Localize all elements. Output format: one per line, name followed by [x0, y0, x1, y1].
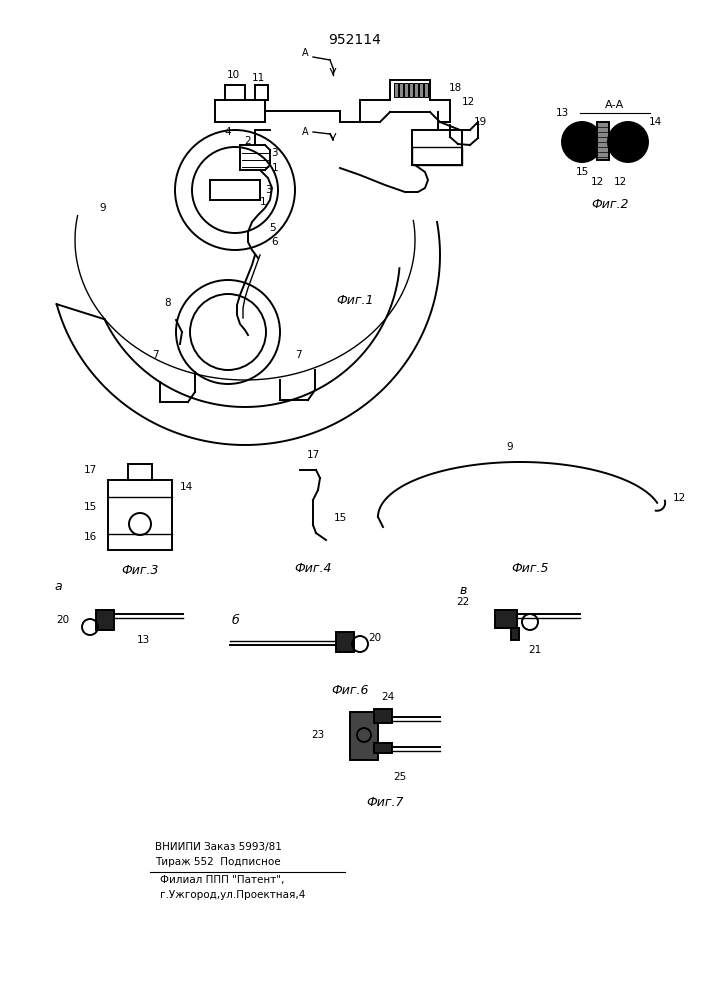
Text: А-А: А-А	[605, 100, 624, 110]
Bar	[511, 628, 519, 640]
Text: 21: 21	[528, 645, 542, 655]
Text: б: б	[231, 613, 239, 626]
Text: 13: 13	[136, 635, 150, 645]
Text: в: в	[460, 584, 467, 596]
Text: 9: 9	[507, 442, 513, 452]
Text: 7: 7	[152, 350, 158, 360]
Text: г.Ужгород,ул.Проектная,4: г.Ужгород,ул.Проектная,4	[160, 890, 305, 900]
Text: 20: 20	[368, 633, 382, 643]
Bar	[374, 709, 392, 723]
Bar	[336, 632, 354, 652]
Text: 17: 17	[306, 450, 320, 460]
Text: А: А	[302, 127, 308, 137]
Text: 2: 2	[245, 136, 251, 146]
Bar	[128, 464, 152, 480]
Circle shape	[608, 122, 648, 162]
Text: Фиг.4: Фиг.4	[294, 562, 332, 574]
Text: 24: 24	[381, 692, 395, 702]
Text: 23: 23	[311, 730, 325, 740]
Text: 14: 14	[648, 117, 662, 127]
Text: 16: 16	[83, 532, 97, 542]
Text: Фиг.2: Фиг.2	[591, 198, 629, 212]
Text: 952114: 952114	[329, 33, 382, 47]
Text: 10: 10	[226, 70, 240, 80]
Text: 12: 12	[590, 177, 604, 187]
Text: 19: 19	[474, 117, 486, 127]
Text: 6: 6	[271, 237, 279, 247]
Circle shape	[562, 122, 602, 162]
Text: 7: 7	[295, 350, 301, 360]
Text: а: а	[54, 580, 62, 593]
Text: Фиг.7: Фиг.7	[366, 796, 404, 810]
Text: 25: 25	[393, 772, 407, 782]
Bar	[108, 480, 172, 550]
Bar	[495, 610, 517, 628]
Text: 3: 3	[271, 148, 277, 158]
Text: 13: 13	[556, 108, 568, 118]
Text: 12: 12	[614, 177, 626, 187]
Text: 8: 8	[165, 298, 171, 308]
Bar	[394, 83, 398, 97]
Text: 15: 15	[83, 502, 97, 512]
Text: 12: 12	[672, 493, 686, 503]
Text: 3: 3	[264, 185, 271, 195]
Text: Фиг.3: Фиг.3	[121, 564, 159, 576]
Bar	[414, 83, 418, 97]
Text: А: А	[302, 48, 308, 58]
Text: 14: 14	[180, 482, 192, 492]
Bar	[374, 743, 392, 753]
Text: 12: 12	[462, 97, 474, 107]
Bar	[419, 83, 423, 97]
Text: Фиг.1: Фиг.1	[337, 294, 374, 306]
Text: 22: 22	[457, 597, 469, 607]
Text: 17: 17	[83, 465, 97, 475]
Bar	[424, 83, 428, 97]
Text: Филиал ППП "Патент",: Филиал ППП "Патент",	[160, 875, 284, 885]
Bar	[399, 83, 403, 97]
Bar	[412, 130, 462, 165]
Bar	[404, 83, 408, 97]
Text: 15: 15	[575, 167, 589, 177]
Bar	[96, 610, 114, 630]
Text: 4: 4	[225, 127, 231, 137]
Text: 5: 5	[269, 223, 276, 233]
Bar	[350, 712, 378, 760]
Text: 11: 11	[252, 73, 264, 83]
Text: 15: 15	[334, 513, 346, 523]
Text: 1: 1	[271, 163, 279, 173]
Text: Фиг.6: Фиг.6	[332, 684, 369, 696]
Bar	[597, 122, 609, 160]
Text: ВНИИПИ Заказ 5993/81: ВНИИПИ Заказ 5993/81	[155, 842, 282, 852]
Text: 1: 1	[259, 197, 267, 207]
Bar	[409, 83, 413, 97]
Text: 20: 20	[57, 615, 69, 625]
Text: 18: 18	[448, 83, 462, 93]
Text: 9: 9	[100, 203, 106, 213]
Text: Фиг.5: Фиг.5	[511, 562, 549, 576]
Bar	[412, 147, 462, 165]
Text: Тираж 552  Подписное: Тираж 552 Подписное	[155, 857, 281, 867]
